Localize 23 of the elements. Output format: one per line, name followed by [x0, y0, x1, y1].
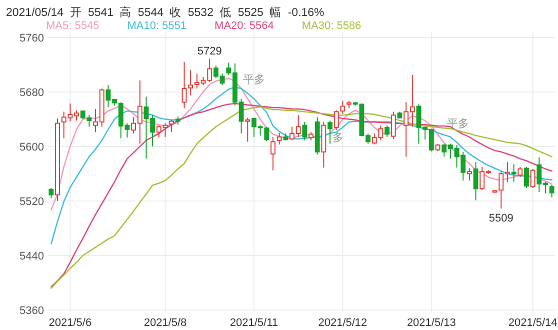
y-tick-label: 5680 [20, 86, 44, 99]
y-tick-label: 5600 [20, 141, 44, 154]
y-tick-label: 5760 [20, 32, 44, 44]
annotation: 5729 [197, 46, 222, 58]
annotation: 平多 [243, 74, 265, 86]
y-tick-label: 5440 [20, 250, 44, 262]
annotation: 多 [332, 132, 344, 144]
x-tick-label: 2021/5/13 [406, 317, 456, 329]
y-tick-label: 5360 [20, 304, 44, 317]
text: MA10: 5551 [127, 20, 187, 32]
text: MA20: 5564 [214, 20, 274, 32]
x-tick-label: 2021/5/11 [230, 317, 278, 329]
x-tick-label: 2021/5/14 [508, 317, 558, 329]
text: MA30: 5586 [302, 20, 362, 32]
x-tick-label: 2021/5/8 [144, 317, 187, 329]
y-tick-label: 5520 [20, 196, 44, 208]
x-tick-label: 2021/5/12 [318, 317, 368, 329]
annotation: 平多 [447, 118, 469, 130]
text: MA5: 5545 [46, 20, 100, 32]
line-series [50, 86, 552, 245]
x-tick-label: 2021/5/6 [48, 317, 92, 329]
chart-title: 2021/05/14 开 5541 高 5544 收 5532 低 5525 幅 -0.16% [6, 5, 324, 19]
annotation: 5509 [488, 212, 514, 224]
